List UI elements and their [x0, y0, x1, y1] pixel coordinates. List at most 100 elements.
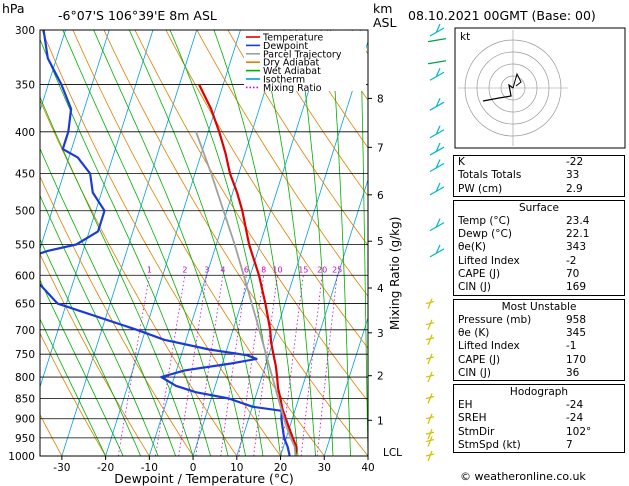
legend-label: Parcel Trajectory — [263, 49, 342, 60]
wind-barb — [425, 436, 435, 447]
temperature-axis: -30 -20 -10 0 10 20 30 40 — [53, 456, 375, 474]
hodo-row: EH -24 — [458, 399, 584, 412]
isotherm — [323, 316, 368, 456]
mixing-ratio-line — [195, 275, 224, 456]
mixing-ratio-line — [220, 275, 247, 456]
hodograph-unit: kt — [460, 31, 470, 43]
legend-label: Temperature — [262, 33, 323, 44]
dry-adiabat — [40, 332, 106, 456]
hodo-row: StmDir 102° — [458, 425, 592, 438]
wind-barb — [427, 60, 447, 65]
mixing-ratio-label: 25 — [332, 265, 342, 274]
pressure-tick-label: 850 — [15, 393, 35, 405]
parcel-trajectory-line — [195, 131, 297, 456]
mixing-ratio-labels: 1 2 3 4 6 8 10 15 20 25 — [147, 265, 342, 274]
profiles — [40, 30, 298, 456]
temperature-line — [198, 84, 298, 456]
pressure-tick-label: 500 — [15, 206, 35, 218]
km-tick-label: 8 — [377, 93, 384, 105]
hodograph-params-title: Hodograph — [509, 386, 569, 399]
background-lines — [40, 30, 368, 456]
pressure-unit: hPa — [2, 1, 25, 16]
mixing-ratio-line — [253, 275, 278, 456]
indices-panel: K -22 Totals Totals 33 PW (cm) 2.9 Surface … — [453, 155, 625, 456]
pressure-tick-label: 750 — [15, 349, 35, 361]
pressure-tick-label: 450 — [15, 168, 35, 180]
wind-barb — [429, 142, 445, 156]
wind-barb — [425, 298, 435, 309]
wind-barb — [429, 23, 445, 37]
pressure-tick-label: 600 — [15, 270, 35, 282]
dry-adiabat — [258, 30, 368, 197]
mu-row: θe (K) 345 — [458, 326, 587, 339]
mixing-ratio-label: 8 — [261, 265, 266, 274]
isotherm — [192, 30, 329, 456]
legend-label: Dewpoint — [263, 41, 308, 52]
surface-row: Lifted Index -2 — [458, 254, 577, 267]
dry-adiabat — [289, 30, 368, 149]
stability-indices: K -22 Totals Totals 33 PW (cm) 2.9 — [453, 155, 625, 197]
most-unstable-block: Most Unstable Pressure (mb) 958 θe (K) 345… — [453, 298, 625, 382]
mixing-ratio-label: 3 — [204, 265, 209, 274]
x-tick-label: -10 — [141, 462, 158, 474]
wind-barb — [425, 371, 435, 383]
wind-barbs — [425, 23, 447, 462]
pressure-tick-label: 800 — [15, 372, 35, 384]
mixing-ratio-label: 10 — [272, 265, 282, 274]
legend-label: Mixing Ratio — [263, 83, 322, 94]
km-tick-label: 6 — [377, 190, 384, 202]
mixing-ratio-label: 15 — [298, 265, 308, 274]
km-tick-label: 4 — [377, 283, 384, 295]
dewpoint-line — [40, 30, 291, 456]
x-tick-label: 0 — [190, 462, 197, 474]
wet-adiabat — [330, 30, 351, 456]
dry-adiabat — [227, 30, 368, 247]
hodograph-trace — [512, 72, 522, 89]
surface-row: Dewp (°C) 22.1 — [458, 228, 590, 241]
pressure-tick-label: 400 — [15, 127, 35, 139]
km-tick-label: 2 — [377, 371, 384, 383]
wind-barb — [427, 38, 447, 43]
wind-barb — [429, 68, 445, 81]
mixing-ratio-axis-label: Mixing Ratio (g/kg) — [388, 217, 402, 330]
plot-frame — [39, 29, 369, 457]
mixing-ratio-line — [238, 275, 265, 456]
isotherm — [40, 30, 154, 389]
km-axis: 1 2 3 4 5 6 7 8 — [368, 93, 384, 427]
surface-row: Temp (°C) 23.4 — [458, 214, 590, 227]
wind-barb — [429, 218, 445, 232]
km-tick-label: 3 — [377, 328, 384, 340]
wind-barb — [429, 244, 445, 258]
pressure-tick-label: 900 — [15, 414, 35, 426]
legend-label: Dry Adiabat — [263, 58, 320, 69]
wet-adiabat — [359, 30, 368, 456]
mu-row: Pressure (mb) 958 — [458, 313, 587, 326]
most-unstable-title: Most Unstable — [501, 300, 577, 313]
isotherm — [280, 178, 368, 456]
mixing-ratio-label: 1 — [147, 265, 152, 274]
mixing-ratio-label: 2 — [182, 265, 187, 274]
dry-adiabat — [196, 30, 368, 297]
wind-barb — [429, 159, 445, 173]
mu-row: CIN (J) 36 — [458, 366, 580, 379]
mixing-ratio-label: 6 — [244, 265, 249, 274]
mixing-ratio-label: 4 — [220, 265, 225, 274]
surface-row: CIN (J) 169 — [458, 281, 587, 294]
mixing-ratio-line — [316, 275, 338, 456]
mu-row: Lifted Index -1 — [458, 340, 577, 353]
pressure-tick-label: 350 — [15, 80, 35, 92]
wind-barb — [429, 182, 445, 196]
surface-row: CAPE (J) 70 — [458, 268, 580, 281]
index-k: K -22 — [458, 156, 584, 168]
km-tick-label: 1 — [377, 415, 384, 427]
km-tick-label: 5 — [377, 236, 384, 248]
wind-barb — [425, 393, 435, 404]
index-pw: PW (cm) 2.9 — [458, 182, 583, 195]
pressure-tick-label: 650 — [15, 299, 35, 311]
isotherm — [105, 30, 241, 456]
datetime-title: 08.10.2021 00GMT (Base: 00) — [408, 8, 596, 23]
wind-barb — [429, 97, 445, 111]
mixing-ratio-line — [300, 275, 323, 456]
